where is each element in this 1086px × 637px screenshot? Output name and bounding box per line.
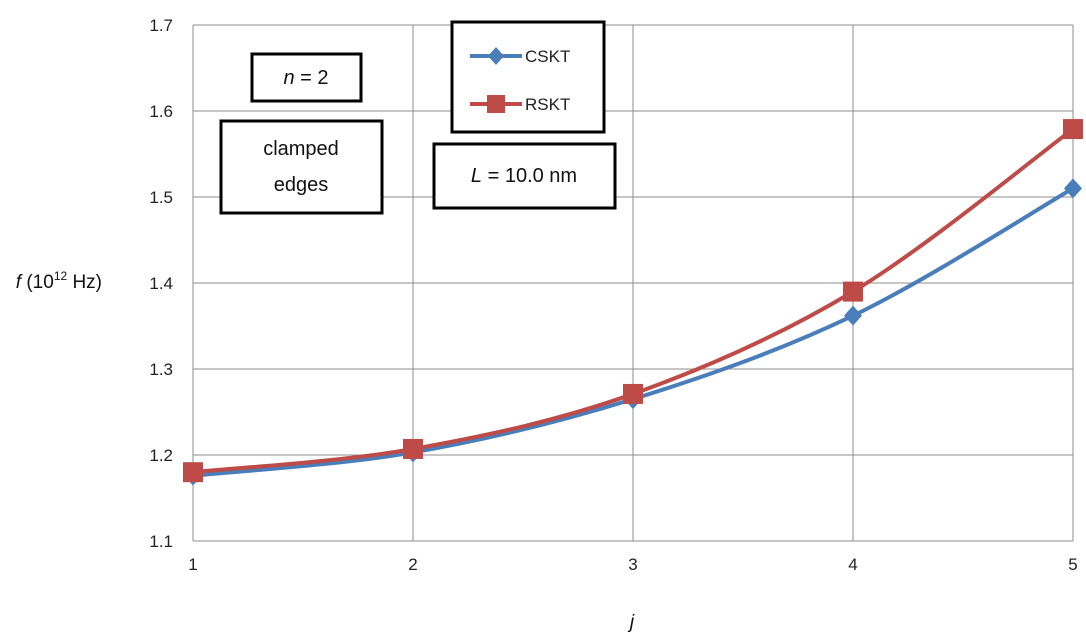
legend-label-rskt: RSKT [525,95,570,114]
y-tick-label: 1.7 [149,16,173,35]
legend-marker-diamond-icon [488,47,504,65]
y-axis-title: f (1012 Hz) [16,269,102,293]
annotation-n: n = 2 [250,52,363,103]
legend-label-cskt: CSKT [525,47,570,66]
y-tick-label: 1.6 [149,102,173,121]
y-tick-label: 1.1 [149,532,173,551]
x-tick-label: 3 [628,555,637,574]
series-group [183,119,1083,486]
x-tick-label: 1 [188,555,197,574]
annotation-edges-line2: edges [274,174,329,196]
data-point-rskt [403,438,423,459]
data-point-rskt [843,281,863,302]
legend: CSKT RSKT [450,20,606,134]
annotation-length: L = 10.0 nm [432,142,617,210]
y-tick-label: 1.3 [149,360,173,379]
annotation-edges-line1: clamped [263,138,339,160]
svg-text:n = 2: n = 2 [283,67,328,89]
y-tick-label: 1.5 [149,188,173,207]
data-point-cskt [1064,178,1082,199]
annotation-edges: clamped edges [219,119,384,215]
legend-marker-square-icon [487,95,505,113]
y-axis-ticks: 1.1 1.2 1.3 1.4 1.5 1.6 1.7 [149,16,173,551]
x-axis-ticks: 1 2 3 4 5 [188,555,1077,574]
y-tick-label: 1.2 [149,446,173,465]
x-tick-label: 4 [848,555,857,574]
data-point-cskt [844,305,862,326]
x-tick-label: 5 [1068,555,1077,574]
svg-text:L = 10.0 nm: L = 10.0 nm [471,165,577,187]
data-point-rskt [1063,119,1083,140]
data-point-rskt [623,383,643,404]
grid [192,24,1074,542]
y-tick-label: 1.4 [149,274,173,293]
x-axis-title: j [627,612,635,633]
x-tick-label: 2 [408,555,417,574]
data-point-rskt [183,462,203,483]
